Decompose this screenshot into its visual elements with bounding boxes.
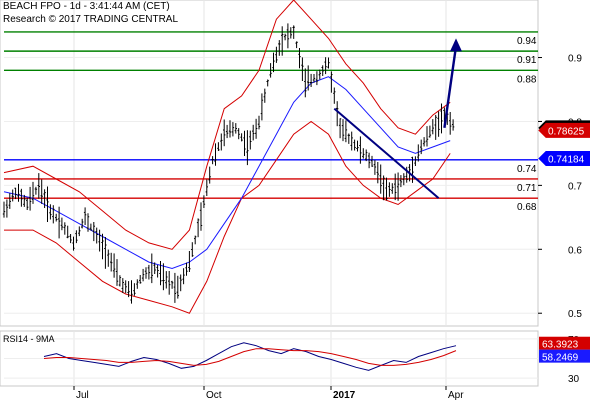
level-label: 0.91: [517, 55, 537, 66]
rsi-series-line-1: [43, 348, 457, 366]
price-y-axis: 0.50.60.70.80.9: [538, 54, 582, 320]
x-axis: Jul Oct 2017 Apr: [73, 386, 464, 400]
x-tick-label: Apr: [448, 390, 464, 400]
research-credit: Research © 2017 TRADING CENTRAL: [3, 14, 179, 25]
y-tick-label: 0.5: [568, 309, 582, 320]
y-tick-label: 0.9: [568, 54, 582, 65]
forecast-arrow-shaft: [443, 46, 458, 129]
level-label: 0.68: [517, 202, 537, 213]
rsi-ma-value-tag-box: [539, 349, 590, 363]
annotations: [333, 38, 462, 199]
rsi-ma-value-tag-label: 58.2469: [542, 353, 579, 364]
rsi-panel-label: RSI14 - 9MA: [3, 334, 55, 344]
price-tag-red-box: [538, 122, 590, 138]
price-levels: 0.94 0.91 0.88 0.74 0.71 0.68: [4, 31, 538, 213]
rsi-y-tick-label: 30: [568, 374, 580, 385]
x-tick-label: Jul: [76, 390, 89, 400]
price-tag-red-label: 0.78625: [548, 126, 585, 137]
rsi-value-tag-label: 63.3923: [542, 340, 579, 351]
bollinger-upper-line: [3, 0, 451, 250]
forecast-arrow-head: [450, 38, 462, 52]
price-tag-blue-box: [538, 151, 590, 167]
moving-average-line: [3, 76, 451, 270]
price-panel: [0, 0, 539, 327]
level-label: 0.74: [517, 164, 537, 175]
price-series: [2, 23, 455, 304]
x-tick-label: 2017: [333, 390, 356, 400]
y-tick-label: 0.7: [568, 181, 582, 192]
trendline: [333, 107, 440, 199]
level-label: 0.88: [517, 74, 537, 85]
x-tick-label: Oct: [206, 390, 222, 400]
price-tag-blue-label: 0.74184: [548, 155, 585, 166]
rsi-series-line-0: [43, 342, 457, 371]
level-label: 0.71: [517, 183, 537, 194]
rsi-value-tag-box: [539, 336, 590, 350]
chart-title: BEACH FPO - 1d - 3:41:44 AM (CET): [3, 1, 170, 12]
level-label: 0.94: [517, 36, 537, 47]
y-tick-label: 0.6: [568, 245, 582, 256]
